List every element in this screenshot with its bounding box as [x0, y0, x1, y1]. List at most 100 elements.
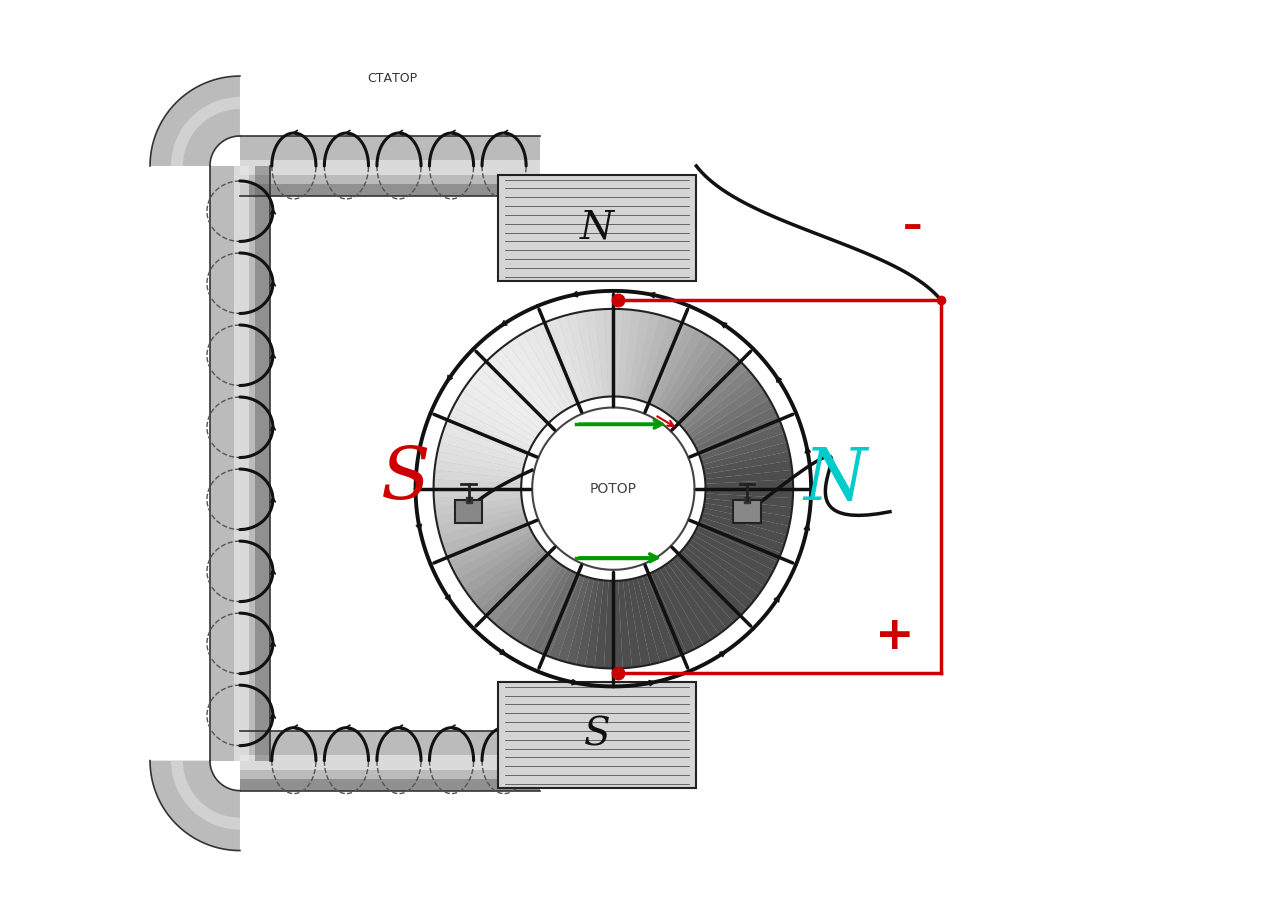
Polygon shape [567, 578, 594, 665]
Polygon shape [468, 375, 542, 434]
Polygon shape [436, 503, 523, 526]
Polygon shape [576, 311, 599, 398]
Polygon shape [435, 460, 522, 479]
Polygon shape [604, 581, 613, 668]
Polygon shape [576, 579, 599, 667]
Polygon shape [682, 369, 753, 431]
Polygon shape [468, 543, 542, 602]
Polygon shape [558, 576, 590, 662]
Polygon shape [479, 550, 549, 616]
Polygon shape [664, 337, 719, 414]
Polygon shape [642, 574, 678, 659]
Polygon shape [676, 554, 741, 622]
Polygon shape [704, 503, 791, 526]
Bar [240, 184, 540, 196]
Polygon shape [595, 309, 609, 397]
Polygon shape [508, 337, 563, 414]
Bar [210, 166, 271, 761]
Polygon shape [691, 535, 769, 586]
Polygon shape [618, 580, 632, 668]
Polygon shape [440, 433, 526, 465]
Polygon shape [473, 547, 545, 609]
Polygon shape [437, 508, 524, 535]
Polygon shape [549, 574, 585, 659]
Text: S: S [381, 444, 431, 514]
Polygon shape [632, 313, 660, 399]
Polygon shape [436, 451, 523, 474]
Polygon shape [515, 566, 567, 644]
Polygon shape [651, 325, 695, 407]
Polygon shape [585, 310, 604, 397]
Polygon shape [628, 311, 651, 398]
Polygon shape [613, 309, 623, 396]
Polygon shape [700, 517, 785, 553]
Polygon shape [691, 391, 769, 443]
Text: РОТОР: РОТОР [590, 481, 637, 496]
Text: S: S [583, 716, 610, 754]
Polygon shape [532, 325, 576, 407]
Bar [499, 175, 696, 281]
Polygon shape [694, 530, 773, 579]
Polygon shape [494, 557, 555, 629]
Polygon shape [508, 563, 563, 640]
Polygon shape [486, 355, 551, 423]
Polygon shape [433, 493, 522, 507]
Polygon shape [540, 321, 581, 405]
Bar [499, 682, 696, 788]
Polygon shape [704, 460, 792, 479]
Polygon shape [688, 383, 764, 439]
Polygon shape [668, 561, 727, 634]
Polygon shape [442, 517, 527, 553]
Polygon shape [567, 313, 594, 399]
Polygon shape [500, 343, 559, 417]
Polygon shape [540, 573, 581, 656]
Polygon shape [688, 538, 764, 595]
Polygon shape [453, 530, 533, 579]
Polygon shape [703, 443, 790, 469]
Polygon shape [171, 761, 240, 830]
Polygon shape [445, 522, 529, 561]
Polygon shape [655, 328, 704, 408]
Polygon shape [659, 566, 712, 644]
Polygon shape [646, 573, 686, 656]
Polygon shape [458, 535, 536, 586]
Bar [240, 754, 540, 770]
Polygon shape [479, 361, 549, 427]
Polygon shape [705, 493, 792, 507]
Polygon shape [701, 513, 787, 544]
Text: –: – [904, 207, 923, 245]
Polygon shape [473, 369, 545, 431]
Polygon shape [672, 349, 733, 420]
Polygon shape [700, 424, 785, 460]
Polygon shape [463, 383, 538, 439]
Polygon shape [703, 508, 790, 535]
Polygon shape [549, 318, 585, 403]
Text: СТАТОР: СТАТОР [367, 72, 417, 85]
Bar [733, 500, 760, 524]
Text: N: N [803, 444, 867, 514]
Bar [233, 166, 249, 761]
Polygon shape [613, 581, 623, 668]
Polygon shape [623, 580, 641, 668]
Polygon shape [664, 563, 719, 640]
Bar [255, 166, 271, 761]
Polygon shape [701, 433, 787, 465]
Polygon shape [445, 416, 529, 455]
Polygon shape [523, 569, 572, 649]
Polygon shape [628, 579, 651, 667]
Text: N: N [581, 209, 614, 247]
Polygon shape [678, 550, 747, 616]
Polygon shape [458, 391, 536, 443]
Polygon shape [694, 399, 773, 447]
Polygon shape [685, 375, 759, 434]
Polygon shape [672, 557, 733, 629]
Bar [240, 730, 540, 791]
Polygon shape [697, 522, 781, 561]
Bar [240, 160, 540, 175]
Polygon shape [637, 315, 669, 401]
Bar [240, 136, 540, 196]
Polygon shape [486, 554, 551, 622]
Polygon shape [558, 315, 590, 401]
Polygon shape [449, 407, 531, 451]
Polygon shape [697, 416, 781, 455]
